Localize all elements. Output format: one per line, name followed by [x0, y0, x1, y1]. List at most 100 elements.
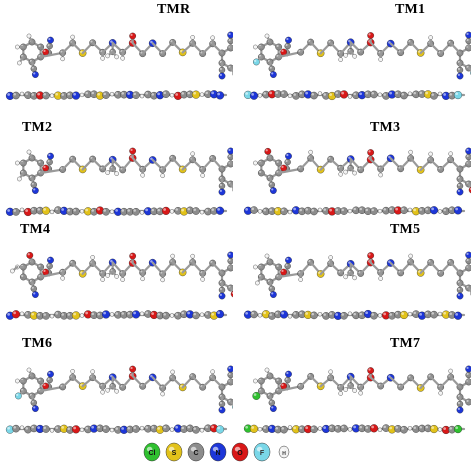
- nitrogen-atom: [285, 370, 292, 378]
- carbon-atom: [284, 42, 291, 50]
- atom-f: [253, 58, 260, 66]
- carbon-atom: [310, 207, 318, 216]
- hydrogen-atom: [347, 427, 353, 432]
- nitrogen-atom: [269, 405, 277, 412]
- hydrogen-atom: [15, 44, 20, 50]
- hydrogen-atom: [170, 369, 175, 375]
- carbon-atom: [12, 208, 20, 216]
- hydrogen-atom: [114, 54, 119, 60]
- atom-f: [470, 70, 471, 76]
- hydrogen-atom: [210, 35, 215, 41]
- nitrogen-atom: [227, 251, 233, 259]
- molecule-panel-tm2: TM2: [2, 118, 233, 230]
- legend-atom-symbol: O: [237, 450, 243, 457]
- atom-f: [453, 90, 463, 100]
- carbon-atom: [268, 65, 275, 72]
- hydrogen-atom: [343, 274, 348, 280]
- atom-s: [429, 424, 439, 434]
- hydrogen-atom: [255, 280, 260, 286]
- atom-o: [11, 310, 21, 319]
- carbon-atom: [340, 311, 348, 320]
- hydrogen-atom: [60, 56, 65, 62]
- hydrogen-atom: [90, 369, 95, 374]
- hydrogen-atom: [199, 92, 205, 97]
- hydrogen-atom: [437, 91, 443, 97]
- molecule-label: TM7: [390, 336, 421, 351]
- hydrogen-atom: [428, 151, 433, 157]
- carbon-atom: [370, 207, 378, 215]
- hydrogen-atom: [19, 425, 25, 430]
- hydrogen-atom: [17, 60, 22, 66]
- atom-n: [71, 91, 81, 100]
- nitrogen-atom: [47, 152, 54, 160]
- carbon-atom: [102, 91, 110, 99]
- atom-n: [429, 206, 439, 215]
- carbon-atom: [218, 66, 226, 74]
- carbon-atom: [162, 424, 170, 433]
- hydrogen-atom: [105, 53, 110, 59]
- carbon-atom: [37, 377, 45, 385]
- atom-s: [71, 311, 81, 320]
- hydrogen-atom: [120, 277, 125, 282]
- hydrogen-atom: [352, 170, 357, 176]
- carbon-atom: [340, 207, 348, 215]
- hydrogen-atom: [139, 93, 145, 99]
- nitrogen-atom: [285, 152, 292, 160]
- molecule-label: TM5: [390, 222, 421, 237]
- hydrogen-atom: [105, 387, 110, 393]
- hydrogen-atom: [100, 56, 105, 61]
- atom-o: [367, 367, 375, 374]
- nitrogen-atom: [47, 36, 54, 44]
- hydrogen-atom: [49, 93, 55, 98]
- hydrogen-atom: [160, 173, 165, 178]
- carbon-atom: [37, 159, 45, 167]
- carbon-atom: [280, 425, 288, 434]
- hydrogen-atom: [264, 33, 270, 39]
- hydrogen-atom: [438, 390, 443, 396]
- nitrogen-atom: [465, 365, 471, 373]
- hydrogen-atom: [343, 387, 348, 392]
- carbon-atom: [192, 311, 200, 320]
- hydrogen-atom: [407, 426, 413, 431]
- hydrogen-atom: [109, 312, 115, 317]
- hydrogen-atom: [49, 209, 55, 215]
- molecule-structure: [5, 251, 233, 320]
- hydrogen-atom: [19, 207, 25, 213]
- hydrogen-atom: [140, 276, 145, 282]
- hydrogen-atom: [298, 277, 303, 282]
- hydrogen-atom: [79, 313, 85, 318]
- atom-f: [215, 425, 225, 434]
- carbon-atom: [46, 262, 53, 270]
- hydrogen-atom: [317, 207, 323, 213]
- carbon-atom: [465, 371, 471, 379]
- hydrogen-atom: [257, 427, 263, 432]
- hydrogen-atom: [408, 149, 413, 155]
- molecule-panel-tm3: TM3: [240, 118, 471, 230]
- carbon-atom: [275, 43, 283, 51]
- hydrogen-atom: [190, 151, 195, 157]
- atom-o: [280, 268, 287, 276]
- carbon-atom: [284, 262, 291, 270]
- hydrogen-atom: [407, 311, 413, 317]
- hydrogen-atom: [140, 172, 145, 178]
- hydrogen-atom: [200, 173, 205, 178]
- hydrogen-atom: [287, 209, 293, 215]
- carbon-atom: [227, 371, 233, 379]
- carbon-atom: [430, 92, 438, 100]
- carbon-atom: [275, 263, 283, 271]
- hydrogen-atom: [352, 388, 357, 393]
- hydrogen-atom: [114, 388, 119, 394]
- carbon-atom: [465, 153, 471, 161]
- molecule-structure: [5, 365, 233, 434]
- atom-n: [131, 310, 141, 319]
- carbon-atom: [257, 169, 265, 177]
- carbon-atom: [284, 158, 291, 166]
- hydrogen-atom: [109, 91, 115, 97]
- hydrogen-atom: [90, 255, 95, 260]
- atom-n: [101, 310, 111, 319]
- nitrogen-atom: [31, 71, 39, 78]
- carbon-atom: [42, 312, 50, 320]
- atom-o: [339, 90, 349, 99]
- atom-s: [41, 206, 51, 215]
- hydrogen-atom: [199, 210, 205, 215]
